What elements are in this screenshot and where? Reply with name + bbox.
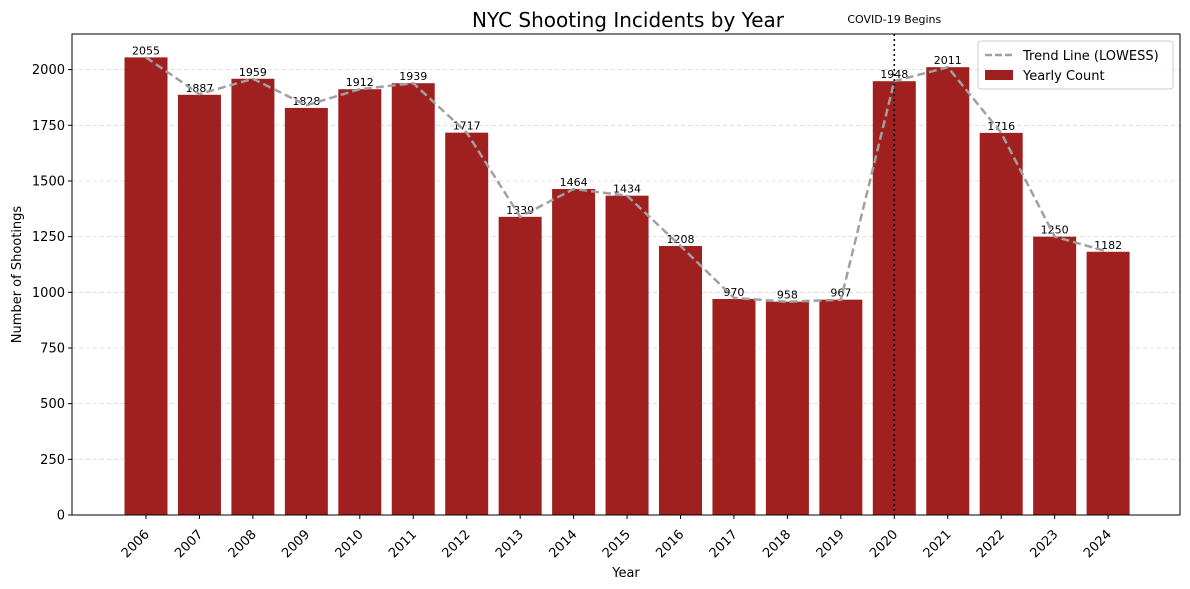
legend-label-trend: Trend Line (LOWESS) xyxy=(1022,49,1159,64)
y-tick-label: 1500 xyxy=(32,174,65,189)
bar xyxy=(338,89,382,516)
bar-value-label: 1959 xyxy=(239,66,267,79)
x-tick-label: 2011 xyxy=(386,527,420,561)
bar-value-label: 1912 xyxy=(346,76,374,89)
chart-title: NYC Shooting Incidents by Year xyxy=(472,8,785,32)
covid-label: COVID-19 Begins xyxy=(847,13,941,26)
x-tick-label: 2010 xyxy=(333,527,367,561)
legend: Trend Line (LOWESS) Yearly Count xyxy=(977,40,1174,90)
x-tick-label: 2024 xyxy=(1081,527,1115,561)
legend-swatch-bar xyxy=(985,70,1013,80)
x-tick-label: 2007 xyxy=(172,527,206,561)
bar-value-label: 970 xyxy=(723,286,744,299)
bar xyxy=(498,216,542,516)
y-tick-label: 750 xyxy=(40,341,65,356)
bar xyxy=(284,107,328,515)
x-tick-label: 2021 xyxy=(921,527,955,561)
x-tick-label: 2013 xyxy=(493,527,527,561)
x-tick-label: 2008 xyxy=(226,527,260,561)
y-tick-label: 250 xyxy=(40,453,65,468)
y-tick-label: 1000 xyxy=(32,286,65,301)
x-tick-label: 2018 xyxy=(760,527,794,561)
x-tick-label: 2017 xyxy=(707,527,741,561)
x-tick-label: 2016 xyxy=(653,527,687,561)
bar-value-label: 1939 xyxy=(399,70,427,83)
y-axis: 0 250 500 750 1000 1250 1500 1750 2000 xyxy=(32,63,72,524)
x-tick-label: 2012 xyxy=(440,527,474,561)
bar xyxy=(765,301,809,515)
x-tick-label: 2015 xyxy=(600,527,634,561)
bar xyxy=(872,81,916,515)
bar xyxy=(979,132,1023,515)
x-tick-label: 2022 xyxy=(974,527,1008,561)
x-tick-label: 2006 xyxy=(119,527,153,561)
bar-value-label: 1434 xyxy=(613,183,641,196)
bar-value-label: 1464 xyxy=(560,176,588,189)
y-tick-label: 500 xyxy=(40,397,65,412)
bar xyxy=(391,83,435,515)
bar xyxy=(712,298,756,515)
x-tick-label: 2009 xyxy=(279,527,313,561)
bar-value-label: 2011 xyxy=(934,54,962,67)
bar xyxy=(177,94,221,515)
bar xyxy=(231,78,275,516)
bar-value-label: 1717 xyxy=(453,120,481,133)
bars xyxy=(124,57,1130,516)
bar xyxy=(445,132,489,515)
covid-annotation: COVID-19 Begins xyxy=(847,13,942,515)
x-tick-label: 2023 xyxy=(1027,527,1061,561)
legend-box xyxy=(977,40,1174,90)
y-axis-label: Number of Shootings xyxy=(10,206,25,344)
y-tick-label: 1250 xyxy=(32,230,65,245)
plot-frame xyxy=(71,33,1181,516)
bar xyxy=(926,67,970,516)
x-tick-label: 2020 xyxy=(867,527,901,561)
bar xyxy=(659,245,702,516)
x-tick-label: 2014 xyxy=(546,527,580,561)
bar-value-label: 1250 xyxy=(1041,224,1069,237)
x-axis-label: Year xyxy=(611,566,640,581)
bar xyxy=(819,299,863,515)
x-axis: 2006 2007 2008 2009 2010 2011 2012 2013 2014 2015… xyxy=(119,515,1115,561)
y-tick-label: 1750 xyxy=(32,119,65,134)
bar-value-label: 1208 xyxy=(667,233,695,246)
x-tick-label: 2019 xyxy=(814,527,848,561)
y-tick-label: 2000 xyxy=(32,63,65,78)
bar-value-label: 958 xyxy=(777,289,798,302)
bar-value-label: 1828 xyxy=(292,95,320,108)
bar xyxy=(552,188,596,515)
trend-line xyxy=(145,56,1109,303)
y-tick-label: 0 xyxy=(57,509,65,524)
bar-value-label: 2055 xyxy=(132,44,160,57)
bar xyxy=(124,57,168,515)
bar-value-label: 967 xyxy=(830,287,851,300)
legend-label-bar: Yearly Count xyxy=(1022,69,1105,84)
trend-line-path xyxy=(145,56,1109,303)
bar-value-label: 1716 xyxy=(987,120,1015,133)
bar xyxy=(605,195,649,516)
bar xyxy=(1086,251,1130,515)
bar xyxy=(1033,236,1077,515)
